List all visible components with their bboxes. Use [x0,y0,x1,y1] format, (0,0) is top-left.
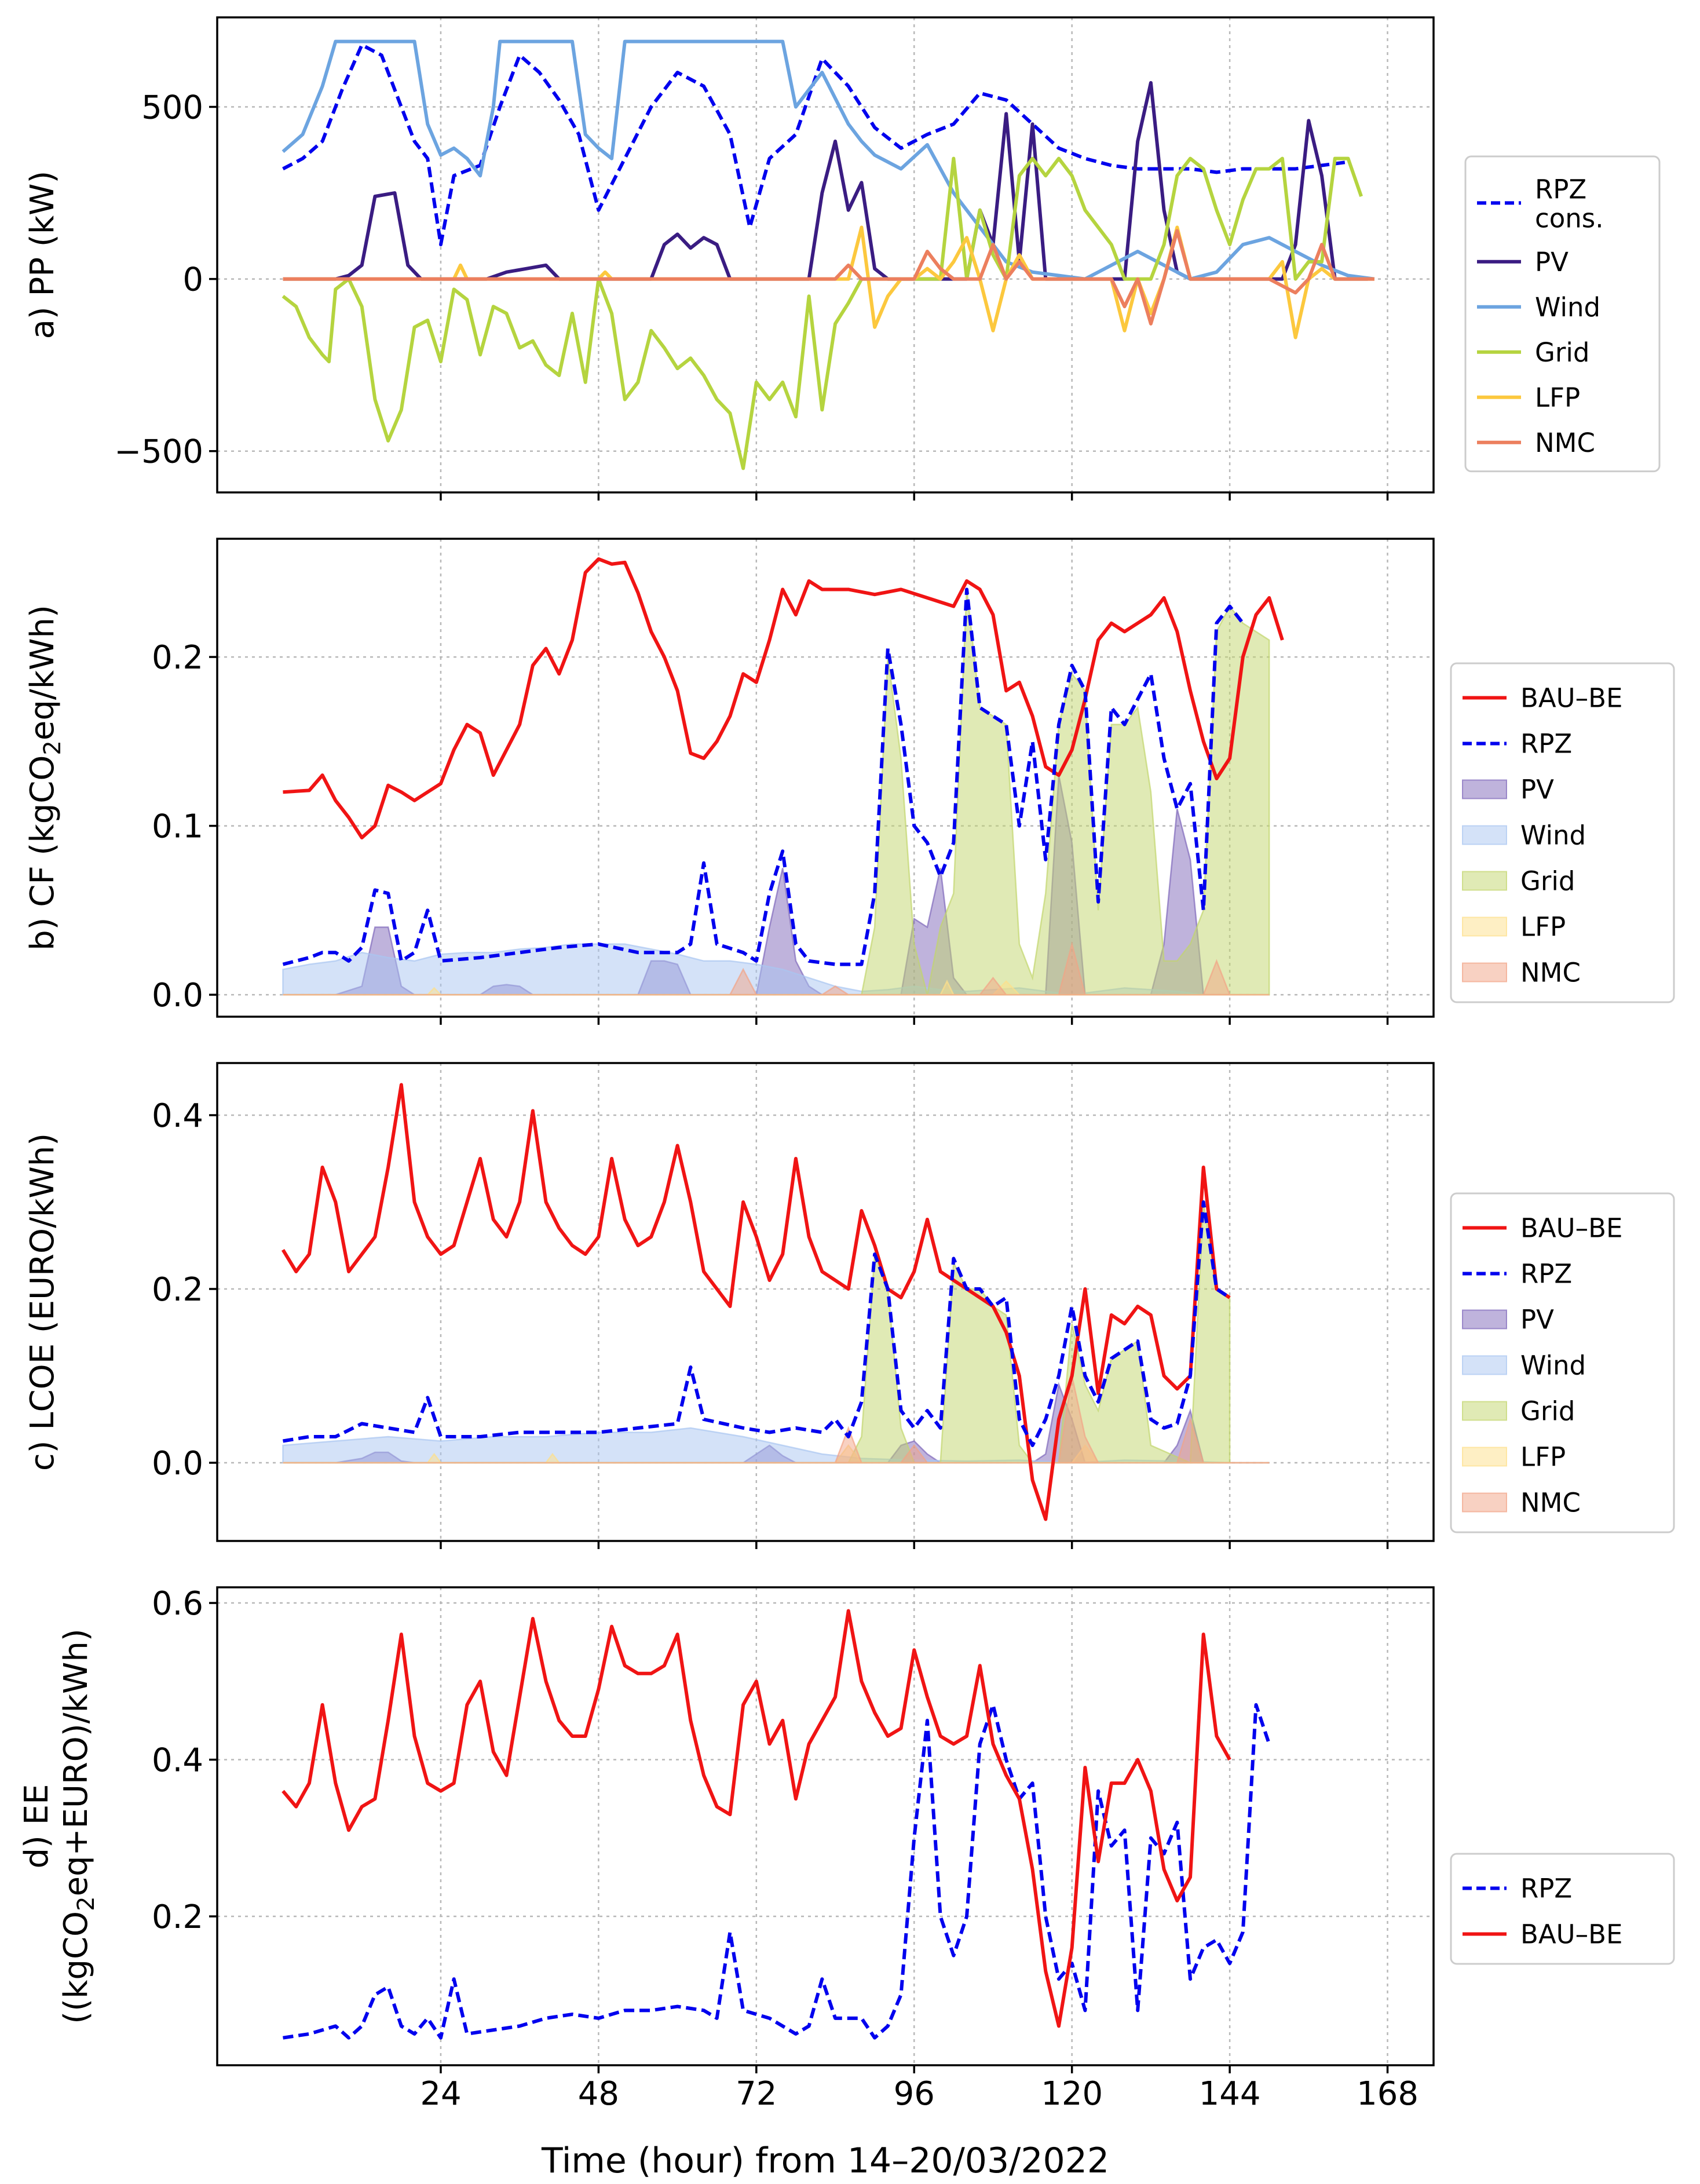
legend-b: BAU–BE RPZ PV Wind Grid LFP NMC [1450,662,1675,1003]
line-rpz-b [282,587,1245,966]
x-tick-label: 24 [420,2075,461,2113]
line-rpz-cons-a [282,43,1348,247]
panel-b: 0.0 0.1 0.2 b) CF (kgCO2eq/kWh) BAU–BE RPZ PV W… [24,538,1675,1025]
y-tick-label: 0.2 [152,1898,203,1936]
line-bau-be-b [283,557,1284,839]
axes-frame-a [216,16,1435,494]
legend-label: NMC [1520,1488,1581,1518]
legend-label: LFP [1520,912,1566,943]
x-tick-label: 168 [1357,2075,1419,2113]
legend-label: PV [1520,775,1554,805]
plot-area-a [281,39,1375,470]
y-tick-label: 0.0 [152,1445,203,1482]
legend-swatch-wind [1462,1355,1507,1375]
plot-area-b [282,557,1284,996]
y-axis-label-c: c) LCOE (EURO/kWh) [24,1133,61,1471]
y-tick-label: 0.2 [152,639,203,677]
legend-swatch-wind [1462,825,1507,845]
legend-label: Wind [1520,1350,1586,1381]
legend-label: NMC [1520,958,1581,988]
legend-label: Wind [1535,292,1600,323]
legend-label: Wind [1520,820,1586,851]
panel-d: 24 48 72 96 120 144 168 0.2 0.4 0.6 d) EE((kgCO2eq… [18,1585,1675,2181]
legend-label: NMC [1535,428,1595,458]
y-tick-label: 0.2 [152,1271,203,1309]
legend-label: RPZ [1520,1259,1572,1290]
y-tick-label: 0.4 [152,1097,203,1135]
axes-frame-d [216,1586,1435,2066]
y-tick-label: 500 [141,89,203,126]
line-grid-a [281,156,1363,470]
legend-label: RPZ [1535,174,1586,204]
y-tick-label: 0.4 [152,1742,203,1780]
line-rpz-c [283,1200,1231,1447]
y-tick-label: −500 [114,433,203,471]
legend-label: LFP [1535,382,1580,413]
legend-label: PV [1520,1305,1554,1335]
legend-swatch-nmc [1462,962,1507,983]
legend-swatch-lfp [1462,1447,1507,1467]
x-tick-label: 120 [1041,2075,1103,2113]
y-tick-label: 0.0 [152,977,203,1014]
area-nmc-b [283,941,1270,996]
axes-frame-c [216,1062,1435,1542]
legend-d: RPZ BAU–BE [1450,1853,1675,1965]
y-axis-label-d: ((kgCO2eq+EURO)/kWh) [57,1628,100,2024]
legend-label: PV [1535,247,1569,277]
legend-swatch-nmc [1462,1492,1507,1513]
line-rpz-d [283,1703,1271,2040]
plot-area-c [281,1083,1270,1521]
line-nmc-a [283,229,1374,326]
legend-swatch-grid [1462,871,1507,891]
x-axis-label: Time (hour) from 14–20/03/2022 [541,2141,1109,2181]
legend-c: BAU–BE RPZ PV Wind Grid LFP NMC [1450,1192,1675,1533]
legend-label: Grid [1520,1396,1575,1427]
legend-box [1450,1853,1675,1965]
line-pv-a [283,81,1368,281]
line-bau-be-d [281,1609,1231,2028]
axes-frame-b [216,538,1435,1018]
y-axis-label-d: d) EE [18,1784,56,1869]
y-tick-label: 0.1 [152,808,203,846]
plot-area-d [281,1609,1271,2040]
y-tick-label: 0 [182,261,203,299]
legend-label: cons. [1535,203,1604,233]
x-tick-label: 144 [1199,2075,1261,2113]
legend-swatch-lfp [1462,916,1507,937]
panel-c: 0.0 0.2 0.4 c) LCOE (EURO/kWh) BAU–BE RPZ PV Wi… [24,1062,1675,1549]
y-axis-label-b: b) CF (kgCO2eq/kWh) [24,605,66,951]
x-tick-label: 96 [894,2075,935,2113]
legend-label: BAU–BE [1520,683,1622,714]
x-tick-label: 72 [736,2075,777,2113]
legend-swatch-pv [1462,779,1507,799]
y-tick-label: 0.6 [152,1585,203,1623]
legend-label: Grid [1520,866,1575,897]
legend-label: RPZ [1520,729,1572,759]
legend-label: BAU–BE [1520,1213,1622,1244]
legend-label: Grid [1535,337,1589,368]
legend-swatch-pv [1462,1309,1507,1330]
line-bau-be-c [281,1083,1231,1521]
legend-label: RPZ [1520,1873,1572,1904]
legend-swatch-grid [1462,1401,1507,1421]
area-nmc-c [283,1375,1270,1464]
y-axis-label-a: a) PP (kW) [24,171,61,339]
legend-label: BAU–BE [1520,1919,1622,1950]
legend-box [1464,155,1661,473]
x-tick-label: 48 [578,2075,619,2113]
legend-label: LFP [1520,1442,1566,1473]
